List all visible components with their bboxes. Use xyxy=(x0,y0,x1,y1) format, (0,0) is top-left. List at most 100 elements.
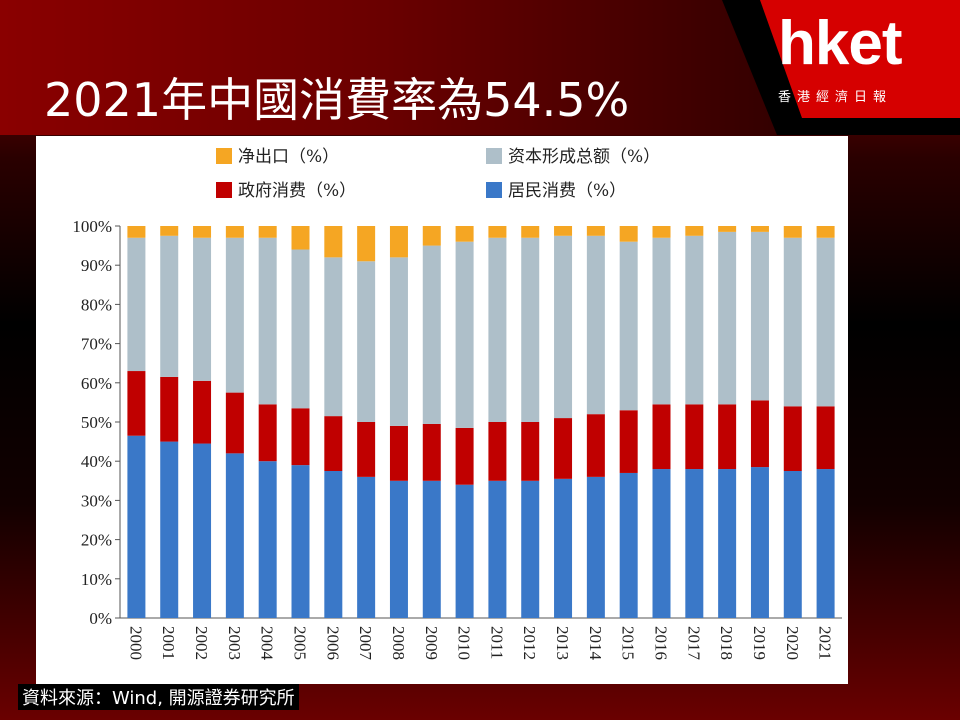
bar-segment-government xyxy=(422,423,441,481)
bar-segment-capital_formation xyxy=(258,237,277,405)
legend-government: 政府消费（%） xyxy=(216,176,356,201)
x-tick-label: 2005 xyxy=(291,626,310,660)
bar-segment-net_exports xyxy=(225,226,244,238)
legend-household: 居民消费（%） xyxy=(486,176,626,201)
bar-segment-capital_formation xyxy=(324,257,343,417)
x-tick-label: 2018 xyxy=(717,626,736,660)
x-tick-label: 2010 xyxy=(455,626,474,660)
bar-segment-household xyxy=(783,471,802,618)
bar-segment-household xyxy=(389,480,408,618)
y-tick-label: 90% xyxy=(81,256,112,275)
bar-segment-net_exports xyxy=(422,226,441,246)
bar-segment-household xyxy=(488,480,507,618)
bar-segment-capital_formation xyxy=(422,245,441,424)
bar-segment-net_exports xyxy=(258,226,277,238)
bar-segment-household xyxy=(619,472,638,618)
y-tick-label: 100% xyxy=(72,217,112,236)
legend-label-net-exports: 净出口（%） xyxy=(238,147,340,167)
y-tick-label: 20% xyxy=(81,531,112,550)
x-tick-label: 2021 xyxy=(816,626,835,660)
x-tick-label: 2004 xyxy=(258,626,277,661)
y-tick-label: 10% xyxy=(81,570,112,589)
bar-segment-capital_formation xyxy=(160,235,179,377)
source-note: 資料來源：Wind, 開源證券研究所 xyxy=(18,684,299,710)
x-tick-label: 2014 xyxy=(586,626,605,661)
legend-swatch-government xyxy=(216,182,232,198)
x-tick-label: 2020 xyxy=(783,626,802,660)
legend-swatch-net-exports xyxy=(216,148,232,164)
bar-segment-government xyxy=(783,406,802,471)
bar-segment-net_exports xyxy=(750,226,769,232)
bar-segment-net_exports xyxy=(521,226,540,238)
legend-label-government: 政府消费（%） xyxy=(238,181,357,201)
bar-segment-net_exports xyxy=(718,226,737,232)
bar-segment-household xyxy=(258,461,277,618)
x-tick-label: 2008 xyxy=(389,626,408,660)
bar-segment-net_exports xyxy=(455,226,474,242)
y-tick-label: 0% xyxy=(89,609,112,628)
bar-segment-household xyxy=(554,478,573,618)
bar-segment-capital_formation xyxy=(455,241,474,428)
bar-segment-household xyxy=(718,469,737,618)
bar-segment-government xyxy=(291,408,310,466)
bar-segment-government xyxy=(357,422,376,477)
bar-segment-net_exports xyxy=(291,226,310,250)
bar-segment-capital_formation xyxy=(357,261,376,422)
y-tick-label: 40% xyxy=(81,452,112,471)
bar-segment-government xyxy=(586,414,605,477)
bar-segment-capital_formation xyxy=(488,237,507,422)
bar-segment-net_exports xyxy=(389,226,408,258)
x-tick-label: 2011 xyxy=(487,626,506,659)
legend-label-capital-formation: 资本形成总额（%） xyxy=(508,147,661,167)
y-tick-label: 70% xyxy=(81,335,112,354)
bar-segment-capital_formation xyxy=(127,237,146,372)
bar-segment-capital_formation xyxy=(291,249,310,409)
bar-segment-household xyxy=(652,469,671,618)
bar-segment-capital_formation xyxy=(193,237,212,381)
slide-title: 2021年中國消費率為54.5% xyxy=(44,73,630,127)
bar-segment-capital_formation xyxy=(750,231,769,401)
bar-segment-net_exports xyxy=(488,226,507,238)
bar-segment-net_exports xyxy=(324,226,343,258)
bar-segment-net_exports xyxy=(783,226,802,238)
x-tick-label: 2017 xyxy=(684,626,703,661)
legend-label-household: 居民消费（%） xyxy=(508,181,627,201)
bar-segment-net_exports xyxy=(619,226,638,242)
bar-segment-household xyxy=(521,480,540,618)
bar-segment-government xyxy=(455,427,474,485)
bar-segment-government xyxy=(554,418,573,479)
bar-segment-capital_formation xyxy=(816,237,835,407)
bar-segment-household xyxy=(357,476,376,618)
bar-segment-net_exports xyxy=(193,226,212,238)
x-tick-label: 2003 xyxy=(225,626,244,660)
bar-segment-government xyxy=(652,404,671,470)
bar-segment-government xyxy=(685,404,704,470)
x-tick-label: 2012 xyxy=(520,626,539,660)
bar-segment-capital_formation xyxy=(225,237,244,393)
bar-segment-government xyxy=(521,422,540,481)
chart-plot-area: 0% 10% 20% 30% 40% 50% 60% 70% 80% 90% 100% 2000 200… xyxy=(72,217,842,661)
y-tick-label: 80% xyxy=(81,295,112,314)
bar-segment-household xyxy=(127,435,146,618)
bar-segment-government xyxy=(389,425,408,481)
bar-segment-capital_formation xyxy=(652,237,671,405)
bar-segment-household xyxy=(193,443,212,618)
bar-segment-capital_formation xyxy=(619,241,638,411)
stacked-bar-chart: 净出口（%） 资本形成总额（%） 政府消费（%） 居民消费（%） 0% 10% 20… xyxy=(36,136,848,684)
bar-segment-government xyxy=(750,400,769,468)
x-tick-label: 2009 xyxy=(422,626,441,660)
bar-segment-household xyxy=(455,484,474,618)
bar-segment-government xyxy=(324,416,343,471)
bar-segment-net_exports xyxy=(357,226,376,262)
legend-swatch-household xyxy=(486,182,502,198)
legend-swatch-capital-formation xyxy=(486,148,502,164)
bar-segment-capital_formation xyxy=(521,237,540,422)
bar-segment-household xyxy=(586,476,605,618)
y-tick-label: 30% xyxy=(81,491,112,510)
legend-net-exports: 净出口（%） xyxy=(216,142,339,167)
x-tick-label: 2019 xyxy=(750,626,769,660)
bar-segment-net_exports xyxy=(652,226,671,238)
bar-segment-government xyxy=(619,410,638,473)
bar-segment-net_exports xyxy=(554,226,573,236)
bar-segment-net_exports xyxy=(816,226,835,238)
